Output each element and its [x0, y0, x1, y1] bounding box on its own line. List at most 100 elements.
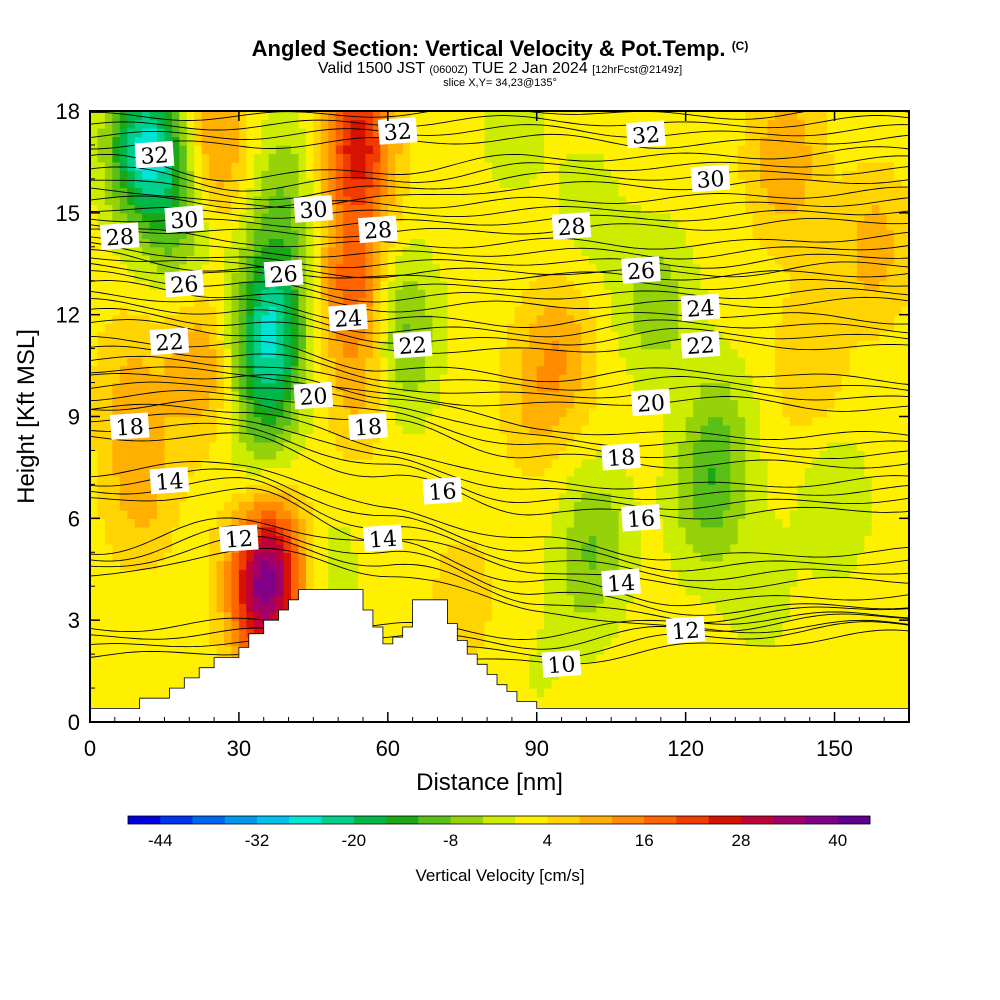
field-cell	[276, 391, 285, 401]
field-cell	[134, 662, 143, 672]
field-cell	[871, 374, 880, 384]
field-cell	[90, 543, 99, 553]
field-cell	[201, 620, 210, 630]
field-cell	[514, 365, 523, 375]
field-cell	[626, 679, 635, 689]
field-cell	[864, 526, 873, 536]
field-cell	[305, 518, 314, 528]
field-cell	[581, 560, 590, 570]
field-cell	[253, 611, 262, 621]
field-cell	[179, 441, 188, 452]
field-cell	[774, 492, 784, 502]
field-cell	[700, 526, 709, 536]
field-cell	[402, 441, 411, 452]
field-cell	[358, 475, 367, 485]
field-cell	[201, 492, 210, 502]
field-cell	[715, 509, 724, 519]
field-cell	[529, 492, 538, 502]
field-cell	[618, 365, 627, 375]
field-cell	[477, 620, 486, 630]
field-cell	[492, 628, 501, 638]
field-cell	[164, 543, 173, 553]
field-cell	[328, 492, 337, 502]
field-cell	[767, 560, 776, 570]
field-cell	[730, 671, 739, 681]
field-cell	[380, 467, 389, 477]
field-cell	[856, 348, 865, 358]
field-cell	[283, 382, 292, 392]
field-cell	[678, 679, 687, 689]
field-cell	[439, 467, 448, 477]
field-cell	[506, 535, 515, 545]
field-cell	[171, 408, 180, 418]
field-cell	[410, 484, 419, 494]
field-cell	[573, 586, 582, 596]
field-cell	[797, 357, 806, 367]
field-cell	[186, 399, 195, 409]
field-cell	[603, 662, 612, 672]
field-cell	[97, 526, 106, 536]
field-cell	[164, 688, 173, 698]
field-cell	[439, 501, 448, 511]
field-cell	[506, 679, 515, 689]
field-cell	[104, 374, 113, 384]
field-cell	[521, 526, 530, 536]
field-cell	[484, 340, 493, 350]
field-cell	[506, 509, 515, 519]
field-cell	[224, 391, 233, 401]
field-cell	[901, 654, 909, 664]
field-cell	[529, 365, 538, 375]
field-cell	[618, 340, 627, 350]
field-cell	[402, 611, 411, 621]
field-cell	[387, 628, 396, 638]
field-cell	[216, 475, 225, 485]
field-cell	[127, 569, 136, 579]
field-cell	[186, 467, 195, 477]
field-cell	[268, 365, 277, 375]
field-cell	[529, 467, 538, 477]
field-cell	[864, 679, 873, 689]
field-cell	[849, 348, 858, 358]
field-cell	[730, 441, 739, 452]
field-cell	[588, 382, 597, 392]
field-cell	[707, 399, 717, 409]
field-cell	[134, 518, 143, 528]
field-cell	[119, 492, 128, 502]
field-cell	[804, 637, 813, 647]
field-cell	[395, 424, 404, 435]
field-cell	[655, 509, 664, 519]
field-cell	[812, 603, 821, 613]
field-cell	[849, 357, 858, 367]
field-cell	[536, 492, 545, 502]
field-cell	[849, 654, 858, 664]
field-cell	[410, 357, 419, 367]
field-cell	[134, 671, 143, 681]
field-cell	[477, 458, 486, 469]
field-cell	[372, 560, 381, 570]
field-cell	[640, 433, 650, 443]
field-cell	[149, 569, 158, 579]
field-cell	[588, 620, 597, 630]
field-cell	[112, 560, 121, 570]
field-cell	[432, 374, 441, 384]
field-cell	[871, 654, 880, 664]
field-cell	[365, 552, 374, 562]
field-cell	[670, 645, 679, 655]
field-cell	[663, 679, 672, 689]
field-cell	[797, 594, 806, 604]
field-cell	[700, 577, 709, 587]
field-cell	[856, 501, 865, 511]
field-cell	[581, 552, 590, 562]
field-cell	[149, 594, 158, 604]
field-cell	[402, 603, 411, 613]
field-cell	[112, 535, 121, 545]
field-cell	[536, 594, 545, 604]
field-cell	[514, 569, 523, 579]
field-cell	[186, 620, 195, 630]
field-cell	[425, 450, 434, 460]
field-cell	[179, 603, 188, 613]
field-cell	[171, 637, 180, 647]
field-cell	[797, 365, 806, 375]
field-cell	[447, 458, 456, 469]
field-cell	[209, 424, 218, 435]
